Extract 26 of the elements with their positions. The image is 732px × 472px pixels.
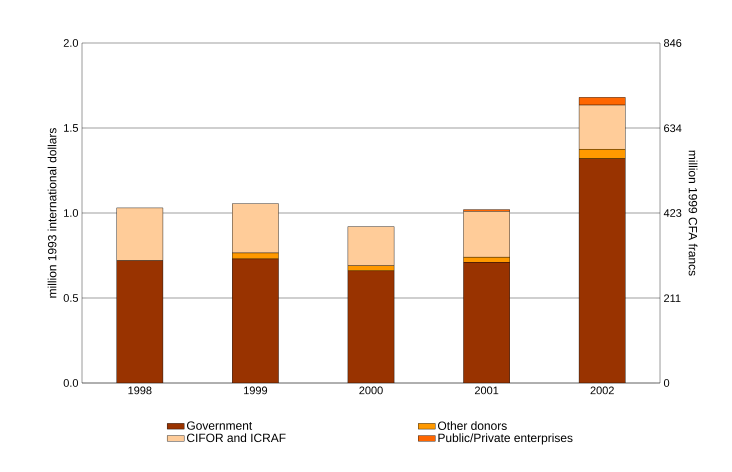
x-tick-label: 2002 xyxy=(590,386,614,394)
bar xyxy=(232,258,279,383)
legend-label: Government xyxy=(187,421,252,430)
legend-label: CIFOR and ICRAF xyxy=(187,433,286,442)
x-tick-label: 2000 xyxy=(359,386,383,394)
bar xyxy=(348,270,394,383)
y-tick-label: 0.0 xyxy=(64,379,78,387)
x-tick-label: 2001 xyxy=(474,386,498,394)
x-tick-label: 1999 xyxy=(244,386,268,394)
y-tick-label: 1.5 xyxy=(64,124,78,132)
x-tick-label: 1998 xyxy=(128,386,152,394)
bar xyxy=(116,260,163,383)
y2-tick-label: 0 xyxy=(664,379,670,387)
y-axis-title: million 1993 international dollars xyxy=(48,128,56,298)
legend-label: Public/Private enterprises xyxy=(438,433,573,444)
y2-tick-label: 211 xyxy=(664,294,680,302)
y-tick-label: 0.5 xyxy=(64,294,78,302)
y2-tick-label: 634 xyxy=(664,124,682,132)
y-tick-label: 2.0 xyxy=(64,39,78,47)
legend-label: Other donors xyxy=(438,421,507,430)
bar xyxy=(463,262,510,383)
y-tick-label: 1.0 xyxy=(64,209,78,217)
y2-axis-title: million 1999 CFA francs xyxy=(688,150,698,276)
y2-tick-label: 846 xyxy=(664,39,682,47)
y2-tick-label: 423 xyxy=(664,209,682,217)
bar xyxy=(578,158,626,383)
